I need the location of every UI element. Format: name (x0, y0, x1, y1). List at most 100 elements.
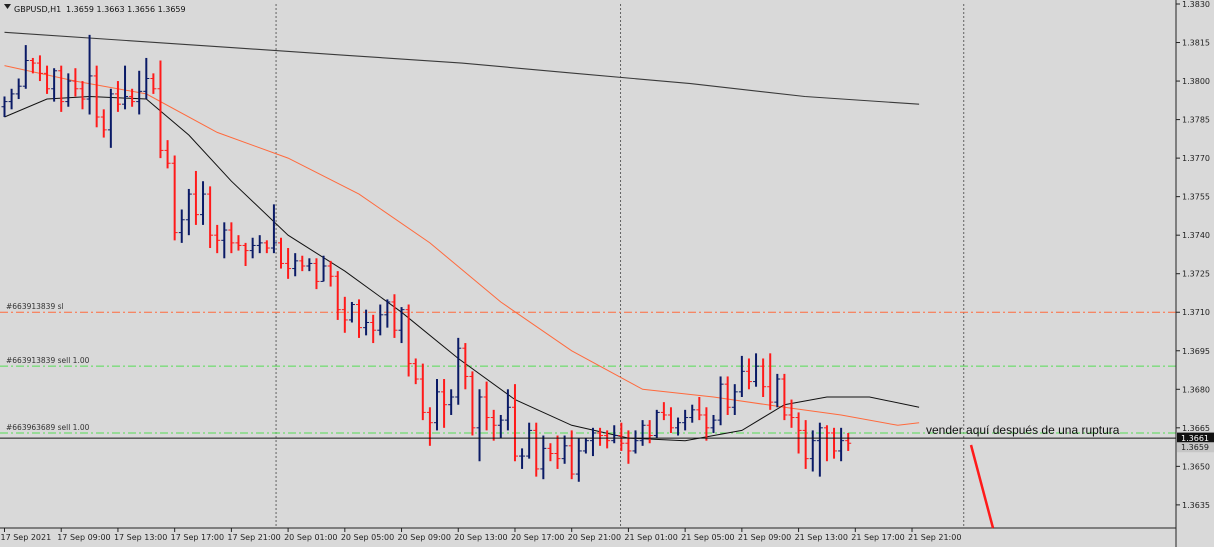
ohlc-bar (412, 358, 419, 385)
bid-price-text: 1.3661 (1181, 434, 1209, 443)
ma-long-line (4, 31, 920, 105)
ohlc-bar (150, 73, 157, 94)
ohlc-bar (831, 427, 838, 459)
ohlc-bar (760, 358, 767, 397)
ohlc-bar (426, 407, 433, 446)
x-tick-label: 17 Sep 2021 (1, 533, 52, 542)
ohlc-bar (51, 68, 58, 102)
ohlc-bar (327, 260, 334, 287)
ohlc-bar (398, 307, 405, 344)
x-tick-label: 21 Sep 09:00 (738, 533, 791, 542)
ohlc-bar (561, 435, 568, 464)
ohlc-bar (79, 81, 86, 110)
ohlc-bar (781, 373, 788, 421)
x-tick-label: 17 Sep 17:00 (171, 533, 224, 542)
ohlc-bar (816, 422, 823, 477)
ohlc-bar (36, 55, 43, 82)
ohlc-bar (448, 389, 455, 415)
ohlc-bar (745, 358, 752, 390)
ohlc-bar (547, 443, 554, 462)
ohlc-bar (299, 255, 306, 272)
ohlc-bar (370, 314, 377, 344)
ohlc-bar (717, 376, 724, 426)
order-label: #663963689 sell 1.00 (6, 423, 90, 432)
ohlc-bar (625, 430, 632, 464)
ohlc-bar (703, 407, 710, 441)
ohlc-bar (8, 88, 15, 110)
ohlc-bar (838, 427, 845, 462)
ohlc-bar (809, 430, 816, 472)
chart-header: GBPUSD,H1 1.3659 1.3663 1.3656 1.3659 (4, 4, 186, 14)
ohlc-bar (334, 271, 341, 320)
ohlc-bar (313, 258, 320, 290)
x-tick-label: 20 Sep 09:00 (398, 533, 451, 542)
ohlc-bar (823, 425, 830, 462)
ohlc-bar (214, 224, 221, 254)
ohlc-bar (384, 299, 391, 328)
ohlc-bar (207, 186, 214, 249)
ohlc-bar (433, 379, 440, 431)
ohlc-bar (710, 414, 717, 433)
x-tick-label: 20 Sep 01:00 (284, 533, 337, 542)
ohlc-bar (738, 355, 745, 397)
ohlc-bar (256, 235, 263, 254)
annotation-arrow-line (969, 444, 995, 529)
ohlc-bar (44, 65, 51, 94)
x-tick-label: 21 Sep 05:00 (681, 533, 734, 542)
ohlc-bar (682, 409, 689, 431)
ohlc-bar (320, 255, 327, 282)
ohlc-bar (200, 181, 207, 225)
ask-price-text: 1.3659 (1181, 443, 1209, 452)
ohlc-bar (795, 412, 802, 454)
ohlc-bar (597, 427, 604, 446)
price-bars-layer (1, 34, 852, 482)
symbol-menu-icon[interactable] (4, 4, 11, 9)
ohlc-bar (1, 96, 8, 118)
ohlc-bar (469, 371, 476, 436)
order-label: #663913839 sell 1.00 (6, 356, 90, 365)
ohlc-bar (377, 304, 384, 336)
y-tick-label: 1.3830 (1182, 0, 1210, 9)
ohlc-bar (660, 402, 667, 421)
ohlc-bar (171, 155, 178, 241)
annotation-text: vender aquí después de una ruptura (926, 423, 1120, 437)
ohlc-bar (178, 209, 185, 243)
ohlc-bar (497, 414, 504, 439)
x-tick-label: 17 Sep 09:00 (57, 533, 110, 542)
ohlc-bar (767, 353, 774, 410)
ohlc-bar (22, 45, 29, 89)
ohlc-readout: 1.3659 1.3663 1.3656 1.3659 (66, 5, 186, 14)
ohlc-bar (554, 435, 561, 469)
y-tick-label: 1.3665 (1182, 424, 1210, 433)
y-tick-label: 1.3770 (1182, 154, 1210, 163)
ohlc-bar (504, 389, 511, 431)
ohlc-bar (575, 438, 582, 482)
ohlc-bar (249, 237, 256, 259)
annotation-layer: vender aquí después de una ruptura (926, 423, 1120, 529)
y-tick-label: 1.3785 (1182, 116, 1210, 125)
ohlc-bar (519, 448, 526, 469)
ohlc-bar (242, 242, 249, 266)
x-tick-label: 17 Sep 13:00 (114, 533, 167, 542)
ohlc-bar (58, 65, 65, 112)
x-tick-label: 20 Sep 13:00 (454, 533, 507, 542)
ohlc-bar (802, 420, 809, 469)
ohlc-bar (632, 430, 639, 454)
ohlc-bar (675, 417, 682, 436)
ohlc-bar (639, 420, 646, 446)
ohlc-bar (270, 204, 277, 254)
ohlc-bar (100, 109, 107, 138)
ohlc-bar (114, 81, 121, 112)
y-tick-label: 1.3815 (1182, 39, 1210, 48)
ohlc-bar (490, 409, 497, 441)
ohlc-bar (731, 384, 738, 415)
order-label: #663913839 sl (6, 302, 64, 311)
ohlc-bar (476, 389, 483, 462)
x-tick-label: 21 Sep 13:00 (795, 533, 848, 542)
ohlc-bar (221, 222, 228, 259)
ohlc-bar (689, 404, 696, 423)
x-tick-label: 21 Sep 01:00 (624, 533, 677, 542)
